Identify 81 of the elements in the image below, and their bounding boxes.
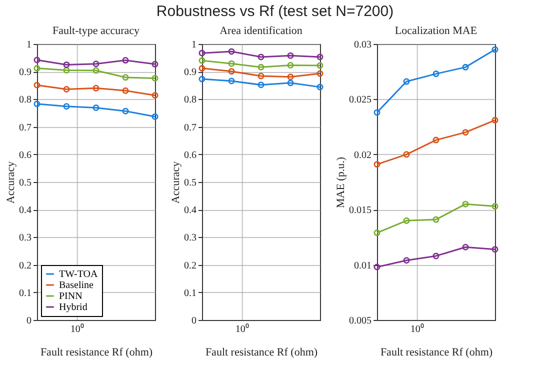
text: 10⁰ <box>235 323 250 335</box>
y-tick-label: 1 <box>26 40 32 50</box>
point <box>462 200 469 208</box>
y-tick-label: 0.2 <box>184 260 196 272</box>
point <box>432 70 440 78</box>
point <box>403 151 410 158</box>
point <box>287 52 294 59</box>
point <box>403 217 410 224</box>
y-tick-label: 0 <box>26 316 32 326</box>
y-tick-label: 0.02 <box>354 150 372 161</box>
point <box>462 129 469 136</box>
y-tick-label: 0.5 <box>19 178 32 188</box>
y-tick-label: 0.3 <box>19 232 32 244</box>
y-tick-label: 0.7 <box>19 122 32 134</box>
y-tick-label: 0.03 <box>354 40 372 50</box>
y-tick-label: 0.1 <box>19 288 32 299</box>
x-axis-title: Fault resistance Rf (ohm) <box>380 346 493 358</box>
point <box>432 252 440 260</box>
y-tick-label: 0.6 <box>184 150 196 161</box>
y-tick-label: 0 <box>192 316 196 326</box>
chart-title: Localization MAE <box>394 25 478 37</box>
point <box>228 68 235 75</box>
point <box>63 66 70 74</box>
y-tick-label: 0.6 <box>19 150 32 161</box>
y-axis-title: Accuracy <box>5 160 17 204</box>
y-tick-label: 0.005 <box>349 316 372 326</box>
y-tick-label: 0.8 <box>19 94 32 106</box>
y-tick-label: 0.01 <box>354 260 372 272</box>
point <box>287 74 294 80</box>
point <box>228 48 235 55</box>
point <box>122 87 129 94</box>
point <box>92 104 100 111</box>
x-axis-title: Fault resistance Rf (ohm) <box>205 346 318 358</box>
legend-label: TW-TOA <box>59 269 98 280</box>
y-axis-title: Accuracy <box>170 160 182 204</box>
y-tick-label: 0.3 <box>184 232 196 244</box>
y-tick-label: 0.7 <box>184 122 196 134</box>
text: 10⁰ <box>70 323 84 335</box>
y-tick-label: 0.8 <box>184 94 196 106</box>
point <box>92 84 100 92</box>
text: Robustness vs Rf (test set N=7200) <box>155 2 395 22</box>
point <box>432 136 440 144</box>
point <box>258 54 264 60</box>
y-tick-label: 0.025 <box>349 94 372 106</box>
point <box>287 62 294 68</box>
point <box>287 80 294 86</box>
y-tick-label: 0.1 <box>184 288 196 299</box>
point <box>403 257 410 264</box>
point <box>122 74 129 81</box>
chart-title: Fault-type accuracy <box>52 25 140 37</box>
point <box>92 60 100 68</box>
text: 10⁰ <box>410 323 424 335</box>
point <box>122 57 129 64</box>
point <box>228 78 235 84</box>
y-tick-label: 0.5 <box>184 178 196 188</box>
point <box>462 244 469 250</box>
legend-label: Hybrid <box>59 302 88 313</box>
chart-title: Area identification <box>220 25 303 37</box>
y-tick-label: 0.4 <box>19 205 32 216</box>
point <box>63 86 70 93</box>
y-axis-title: MAE (p.u.) <box>335 156 347 208</box>
point <box>122 108 129 114</box>
point <box>432 216 440 223</box>
y-tick-label: 0.015 <box>349 205 372 216</box>
point <box>258 82 264 88</box>
legend-label: Baseline <box>59 280 94 291</box>
y-tick-label: 1 <box>192 40 196 50</box>
point <box>462 64 469 70</box>
point <box>63 103 70 110</box>
point <box>403 78 410 85</box>
point <box>92 67 100 74</box>
point <box>258 72 264 80</box>
y-tick-label: 0.9 <box>19 67 32 78</box>
point <box>228 60 235 67</box>
point <box>258 64 264 70</box>
y-tick-label: 0.9 <box>184 67 196 78</box>
y-tick-label: 0.2 <box>19 260 32 272</box>
x-axis-title: Fault resistance Rf (ohm) <box>40 346 153 358</box>
legend-label: PINN <box>59 291 82 302</box>
y-tick-label: 0.4 <box>184 205 196 216</box>
point <box>63 61 70 68</box>
